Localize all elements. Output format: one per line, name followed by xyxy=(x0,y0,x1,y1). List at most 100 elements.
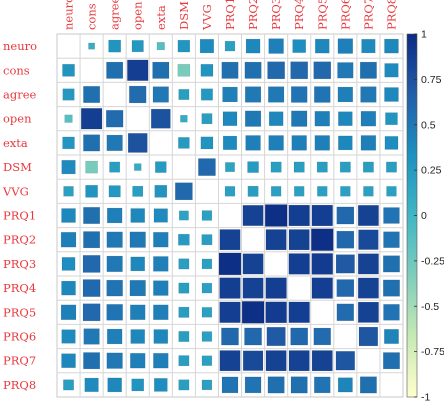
colorbar-tick-label: -0.75 xyxy=(421,346,444,358)
correlation-cell-PRQ2-VVG xyxy=(201,234,213,246)
correlation-cell-PRQ5-PRQ1 xyxy=(219,301,241,323)
row-label-PRQ3: PRQ3 xyxy=(3,257,36,271)
correlation-cell-open-VVG xyxy=(201,113,213,125)
correlation-cell-DSM-open xyxy=(133,163,142,171)
row-label-PRQ2: PRQ2 xyxy=(3,233,36,247)
correlation-cell-PRQ2-PRQ6 xyxy=(336,230,355,249)
correlation-cell-neuro-PRQ6 xyxy=(337,38,354,54)
row-label-open: open xyxy=(3,112,32,126)
correlation-cell-exta-PRQ5 xyxy=(314,135,330,151)
correlation-cell-VVG-agree xyxy=(108,185,121,198)
correlation-cell-PRQ3-VVG xyxy=(201,258,213,270)
column-label-VVG: VVG xyxy=(200,4,214,31)
correlation-cell-PRQ1-PRQ7 xyxy=(357,205,379,226)
correlation-cell-PRQ7-exta xyxy=(153,353,169,369)
row-label-cons: cons xyxy=(3,63,30,77)
correlation-cell-DSM-VVG xyxy=(198,158,216,176)
correlation-cell-PRQ5-PRQ4 xyxy=(288,301,310,323)
correlation-cell-PRQ6-PRQ5 xyxy=(313,327,331,346)
correlation-cell-open-PRQ4 xyxy=(291,110,308,127)
correlation-cell-exta-PRQ7 xyxy=(360,135,377,151)
correlation-cell-PRQ5-PRQ2 xyxy=(241,301,265,324)
colorbar-tick-label: 1 xyxy=(421,29,427,41)
correlation-cell-open-DSM xyxy=(180,114,188,123)
correlation-cell-PRQ8-PRQ1 xyxy=(221,376,239,394)
correlation-cell-exta-PRQ2 xyxy=(245,135,261,151)
correlation-cell-DSM-PRQ8 xyxy=(386,161,397,173)
correlation-cell-PRQ2-PRQ5 xyxy=(311,228,334,251)
correlation-cell-PRQ3-PRQ5 xyxy=(311,253,334,275)
correlation-cell-exta-DSM xyxy=(178,137,190,149)
correlation-cell-cons-PRQ1 xyxy=(221,61,239,79)
correlation-cell-PRQ1-DSM xyxy=(178,210,189,221)
correlation-cell-PRQ1-PRQ8 xyxy=(383,207,400,224)
correlation-cell-open-exta xyxy=(150,108,171,129)
correlation-cell-PRQ5-PRQ8 xyxy=(383,304,400,321)
row-label-VVG: VVG xyxy=(2,184,29,198)
correlation-cell-DSM-PRQ1 xyxy=(225,162,235,173)
correlation-cell-neuro-PRQ4 xyxy=(292,39,306,53)
correlation-cell-PRQ3-PRQ4 xyxy=(288,253,310,275)
correlation-cell-PRQ2-PRQ7 xyxy=(358,229,379,250)
correlation-cell-PRQ1-exta xyxy=(153,208,168,223)
correlation-cell-PRQ6-neuro xyxy=(61,329,76,344)
correlation-cell-VVG-exta xyxy=(154,184,168,198)
correlation-cell-PRQ6-PRQ4 xyxy=(290,327,309,346)
correlation-cell-PRQ2-exta xyxy=(153,232,169,248)
correlation-cell-agree-open xyxy=(129,85,147,104)
correlation-cell-PRQ2-PRQ3 xyxy=(265,229,287,251)
correlation-cell-open-PRQ2 xyxy=(244,110,262,127)
correlation-cell-agree-PRQ7 xyxy=(360,86,377,103)
correlation-cell-PRQ7-PRQ8 xyxy=(383,352,400,370)
correlation-cell-PRQ4-PRQ5 xyxy=(311,277,333,299)
column-label-open: open xyxy=(131,1,145,30)
column-label-agree: agree xyxy=(108,0,122,30)
column-label-cons: cons xyxy=(85,3,99,30)
correlation-cell-cons-PRQ6 xyxy=(337,62,354,79)
correlation-cell-PRQ2-open xyxy=(129,231,146,248)
correlation-cell-PRQ6-PRQ2 xyxy=(244,327,262,346)
correlation-cell-VVG-PRQ6 xyxy=(340,186,351,197)
row-label-DSM: DSM xyxy=(3,160,32,174)
correlation-cell-PRQ8-DSM xyxy=(178,379,190,391)
correlation-cell-PRQ7-open xyxy=(130,353,146,369)
correlation-cell-neuro-PRQ7 xyxy=(361,39,376,54)
colorbar-tick-label: -0.25 xyxy=(421,255,444,267)
column-label-PRQ6: PRQ6 xyxy=(338,0,352,30)
colorbar-tick-label: -0.5 xyxy=(421,301,439,313)
correlation-cell-open-PRQ5 xyxy=(314,111,330,127)
row-label-PRQ6: PRQ6 xyxy=(3,330,36,344)
correlation-cell-PRQ2-DSM xyxy=(178,233,190,246)
correlation-cell-PRQ4-cons xyxy=(82,279,101,297)
correlation-cell-PRQ8-cons xyxy=(84,377,99,392)
correlation-cell-PRQ8-open xyxy=(131,378,145,392)
correlation-cell-PRQ8-VVG xyxy=(201,379,213,391)
correlation-cell-PRQ5-PRQ7 xyxy=(357,301,379,323)
row-label-PRQ1: PRQ1 xyxy=(3,209,36,223)
correlation-cell-PRQ4-exta xyxy=(153,280,169,296)
row-label-PRQ5: PRQ5 xyxy=(3,305,36,319)
correlation-cell-PRQ1-cons xyxy=(83,207,101,224)
correlation-cell-PRQ1-open xyxy=(130,208,145,223)
correlation-cell-DSM-agree xyxy=(109,161,121,173)
correlation-cell-PRQ8-PRQ4 xyxy=(290,376,308,394)
correlation-cell-DSM-PRQ3 xyxy=(270,161,282,173)
correlation-cell-PRQ3-cons xyxy=(82,255,101,273)
correlation-cell-PRQ3-exta xyxy=(153,256,169,272)
correlation-cell-open-cons xyxy=(80,108,103,130)
correlation-cell-PRQ2-neuro xyxy=(60,232,77,248)
correlation-cell-PRQ8-PRQ2 xyxy=(244,376,262,394)
correlation-cell-PRQ8-PRQ5 xyxy=(314,376,331,394)
correlation-cell-PRQ6-cons xyxy=(83,328,100,345)
correlation-cell-open-agree xyxy=(105,110,124,128)
correlation-cell-agree-VVG xyxy=(200,88,213,101)
correlation-cell-neuro-PRQ1 xyxy=(224,40,236,52)
correlation-cell-PRQ6-PRQ7 xyxy=(358,326,379,347)
correlation-cell-agree-PRQ1 xyxy=(222,86,238,103)
correlation-cell-PRQ5-open xyxy=(130,304,146,320)
correlation-cell-exta-neuro xyxy=(62,136,75,150)
correlation-cell-VVG-PRQ5 xyxy=(317,186,328,197)
column-label-PRQ3: PRQ3 xyxy=(269,0,283,30)
correlation-cell-PRQ6-PRQ1 xyxy=(221,327,239,346)
correlation-cell-PRQ8-neuro xyxy=(63,379,74,391)
